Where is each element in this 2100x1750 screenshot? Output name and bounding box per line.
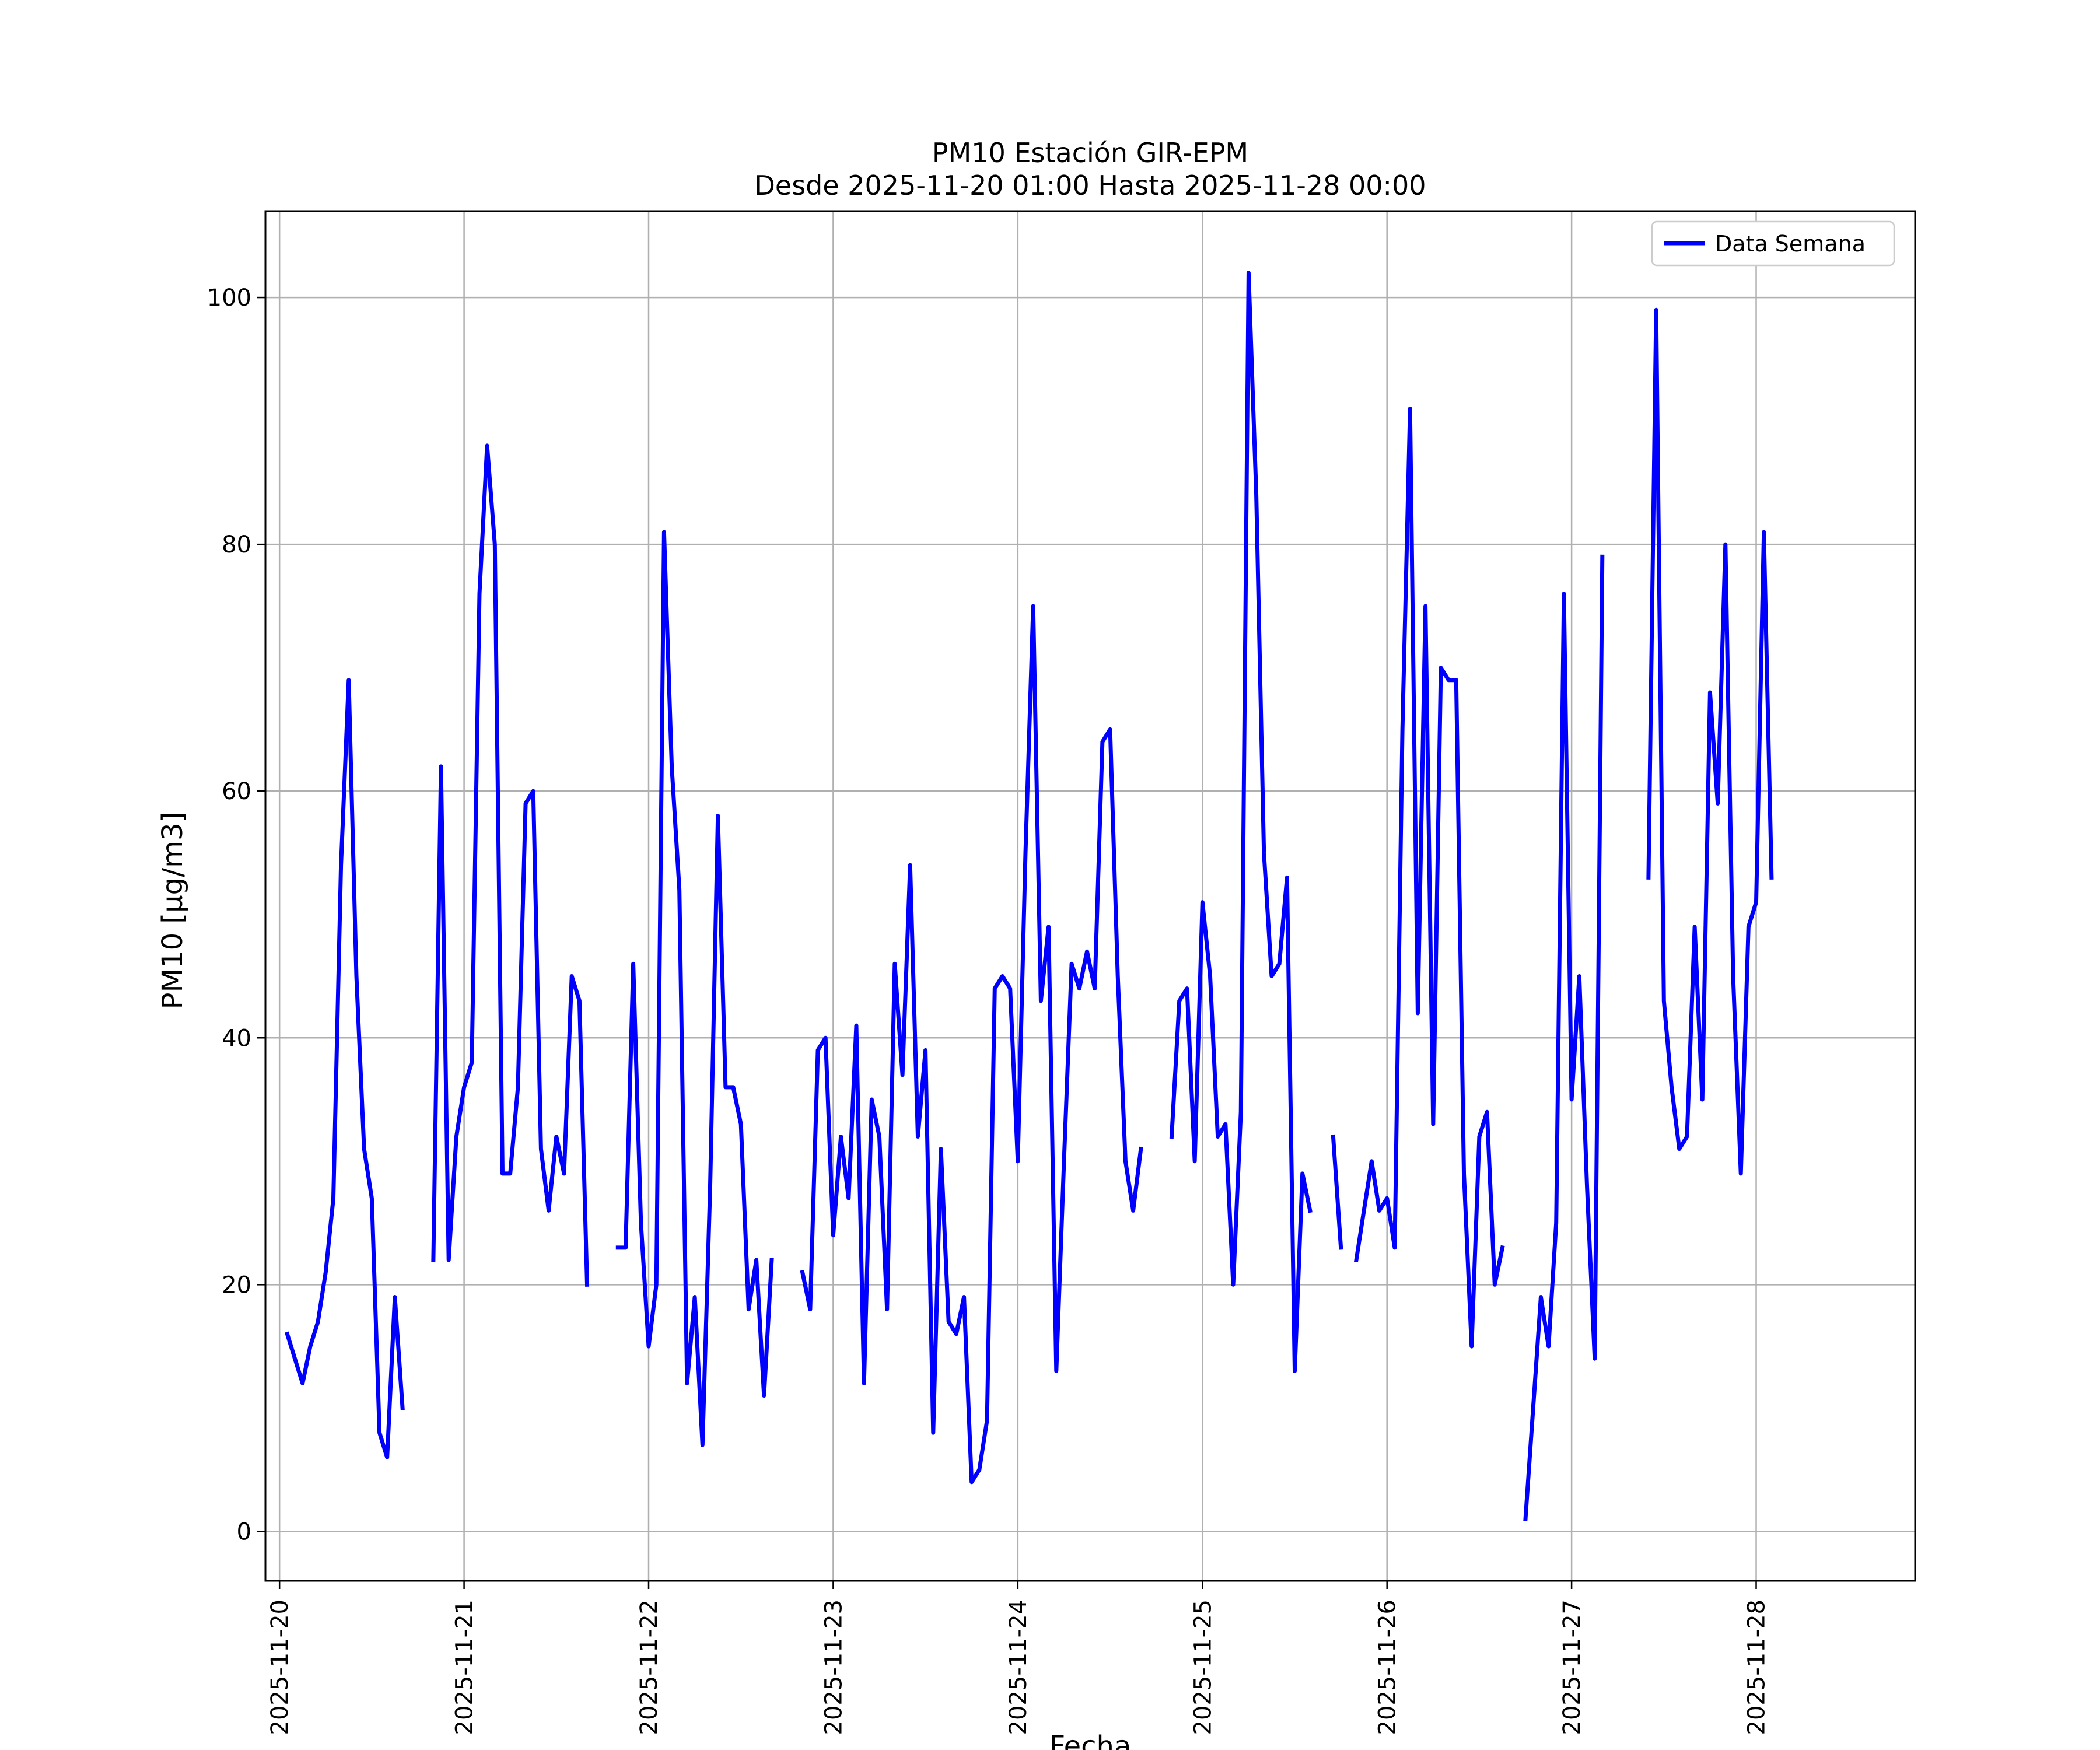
x-tick-label: 2025-11-24 bbox=[1005, 1600, 1032, 1735]
x-tick-label: 2025-11-25 bbox=[1189, 1600, 1216, 1735]
ticks: 2025-11-20 2025-11-21 2025-11-22 2025-11-23… bbox=[207, 285, 1770, 1735]
y-tick-label: 0 bbox=[237, 1518, 251, 1545]
y-axis-label: PM10 [μg/m3] bbox=[156, 812, 189, 1010]
x-tick-label: 2025-11-23 bbox=[820, 1600, 847, 1735]
y-tick-label: 100 bbox=[207, 285, 251, 312]
series-line-segment bbox=[1331, 1134, 1343, 1250]
x-tick-label: 2025-11-28 bbox=[1744, 1600, 1770, 1735]
series-line-segment bbox=[615, 530, 774, 1447]
x-tick-label: 2025-11-26 bbox=[1374, 1600, 1401, 1735]
x-tick-label: 2025-11-20 bbox=[267, 1600, 293, 1735]
chart-title: PM10 Estación GIR-EPM bbox=[932, 137, 1248, 169]
legend-label-data-semana: Data Semana bbox=[1715, 231, 1866, 257]
x-tick-label: 2025-11-21 bbox=[452, 1600, 478, 1735]
series-line-segment bbox=[800, 604, 1143, 1485]
y-tick-label: 40 bbox=[222, 1025, 251, 1052]
x-tick-label: 2025-11-27 bbox=[1559, 1600, 1586, 1735]
plot-frame bbox=[264, 210, 1916, 1582]
y-tick-label: 60 bbox=[222, 778, 251, 805]
chart-subtitle: Desde 2025-11-20 01:00 Hasta 2025-11-28 … bbox=[754, 170, 1426, 201]
series-line-segment bbox=[1646, 307, 1774, 1176]
x-axis-label: Fecha bbox=[1049, 1730, 1132, 1750]
y-tick-label: 80 bbox=[222, 531, 251, 558]
x-tick-label: 2025-11-22 bbox=[636, 1600, 663, 1735]
series-line-segment bbox=[1523, 554, 1605, 1521]
series-line-segment bbox=[1354, 407, 1505, 1349]
series-line-segment bbox=[1169, 271, 1312, 1373]
series-layer bbox=[285, 271, 1774, 1521]
y-tick-label: 20 bbox=[222, 1272, 251, 1298]
series-line-segment bbox=[285, 678, 405, 1460]
grid bbox=[265, 211, 1915, 1581]
series-line-segment bbox=[431, 443, 590, 1287]
legend: Data Semana bbox=[1651, 220, 1895, 267]
legend-box bbox=[1651, 220, 1895, 267]
